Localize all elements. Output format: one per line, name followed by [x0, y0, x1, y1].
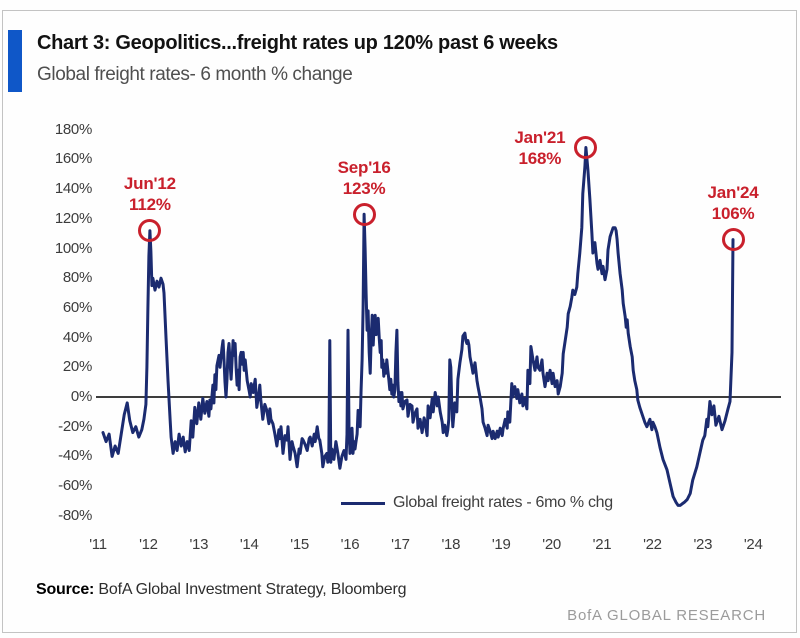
peak-circle-sep16	[352, 202, 376, 226]
legend-label: Global freight rates - 6mo % chg	[393, 494, 613, 511]
legend: Global freight rates - 6mo % chg	[341, 494, 613, 512]
y-tick-label: 40%	[62, 328, 92, 346]
peak-circle-jan21	[574, 136, 598, 160]
x-tick-label: '24	[743, 536, 763, 553]
peak-label-jun12: Jun'12 112%	[123, 174, 176, 215]
freight-rates-line	[101, 146, 735, 507]
y-tick-label: 60%	[62, 298, 92, 316]
y-tick-label: 0%	[70, 388, 92, 405]
y-tick-label: -20%	[58, 417, 92, 435]
chart-title: Chart 3: Geopolitics...freight rates up …	[37, 32, 558, 54]
y-tick-label: -80%	[58, 506, 92, 524]
peak-label-jan21: Jan'21 168%	[514, 127, 566, 168]
title-accent-bar	[8, 30, 22, 92]
y-tick-label: 140%	[54, 180, 92, 198]
peak-circle-jun12	[138, 219, 162, 243]
y-tick-label: 80%	[62, 269, 92, 287]
y-tick-label: -40%	[58, 447, 92, 465]
x-tick-label: '16	[340, 536, 360, 553]
x-tick-label: '20	[542, 536, 561, 553]
x-tick-label: '13	[189, 536, 209, 553]
x-tick-label: '12	[139, 536, 158, 553]
peak-circle-jan24	[721, 228, 745, 252]
y-tick-label: 120%	[54, 209, 92, 227]
x-tick-label: '11	[89, 536, 107, 553]
x-tick-label: '15	[290, 536, 309, 553]
x-tick-label: '18	[441, 536, 461, 553]
x-tick-label: '17	[391, 536, 410, 553]
y-tick-label: 100%	[54, 239, 92, 257]
source-text: BofA Global Investment Strategy, Bloombe…	[98, 581, 407, 598]
y-tick-label: 160%	[54, 150, 92, 168]
brand-mark: BofA GLOBAL RESEARCH	[567, 607, 766, 624]
x-tick-label: '19	[491, 536, 511, 553]
peak-label-jan24: Jan'24 106%	[707, 183, 759, 224]
source-line: Source: BofA Global Investment Strategy,…	[36, 581, 407, 599]
x-tick-label: '14	[239, 536, 259, 553]
x-tick-label: '23	[693, 536, 713, 553]
source-label: Source:	[36, 581, 95, 598]
peak-label-sep16: Sep'16 123%	[337, 157, 391, 198]
chart-subtitle: Global freight rates- 6 month % change	[37, 64, 353, 85]
y-tick-label: 180%	[54, 120, 92, 138]
y-tick-label: 20%	[62, 358, 92, 376]
x-tick-label: '21	[592, 536, 612, 553]
x-tick-label: '22	[643, 536, 662, 553]
legend-line-swatch	[341, 501, 385, 505]
y-tick-label: -60%	[58, 477, 92, 495]
